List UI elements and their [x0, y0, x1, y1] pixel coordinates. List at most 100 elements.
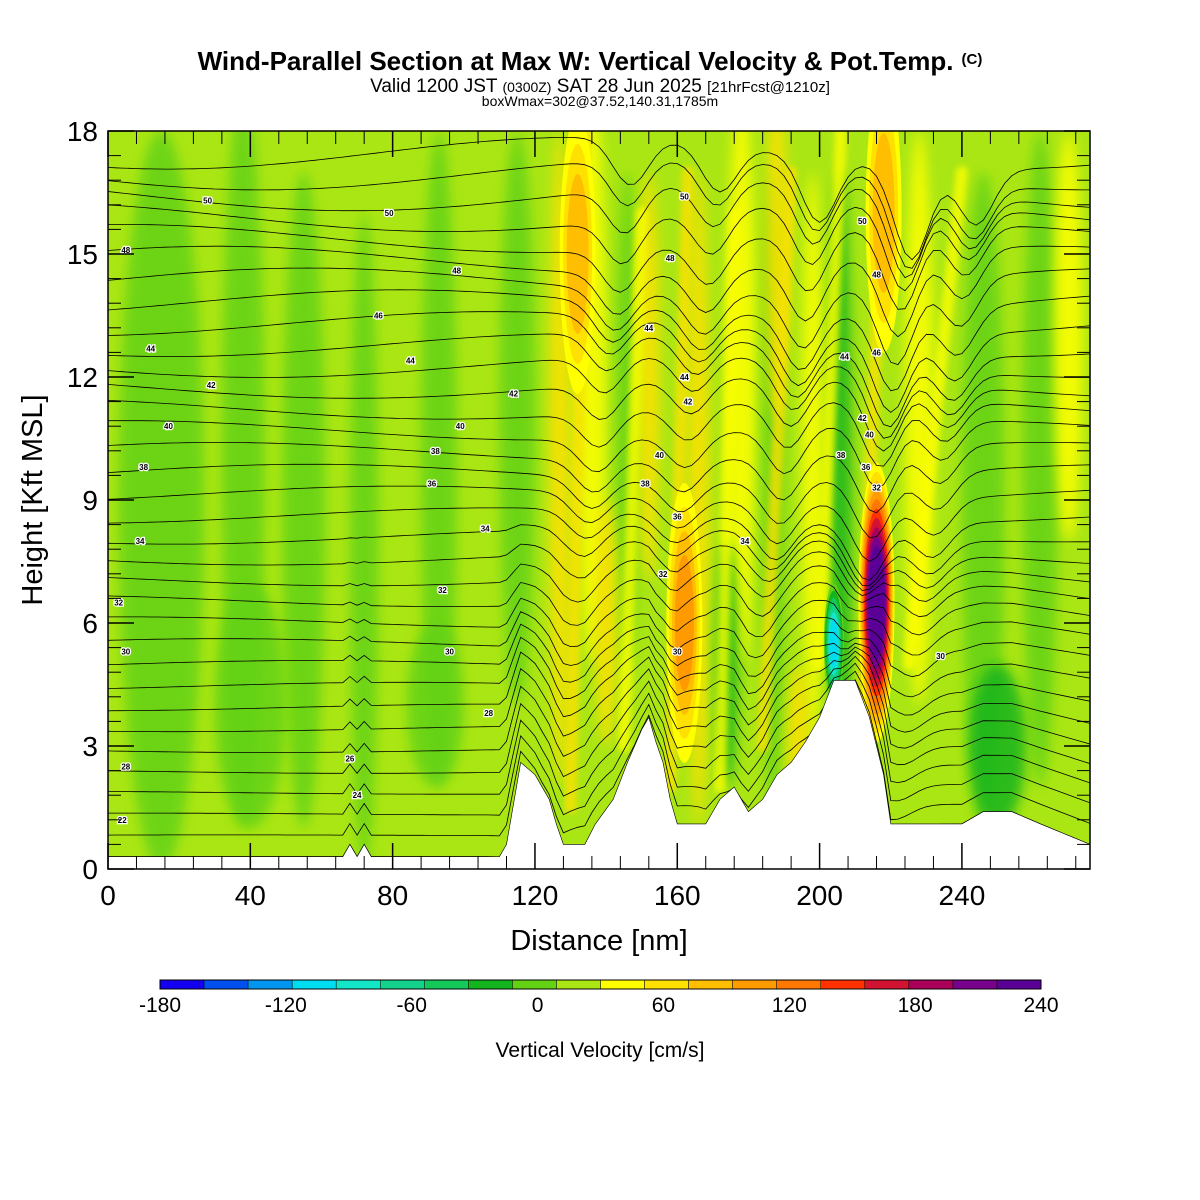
updraft-core — [872, 133, 895, 293]
theta-contour-line — [108, 267, 1090, 366]
theta-label: 44 — [146, 344, 155, 353]
theta-label: 44 — [680, 373, 689, 382]
theta-label: 30 — [121, 648, 130, 657]
theta-contour-line — [108, 646, 1090, 737]
theta-label: 40 — [655, 451, 664, 460]
theta-contours — [108, 137, 1090, 858]
theta-label: 48 — [452, 266, 461, 275]
theta-label: 32 — [872, 484, 881, 493]
theta-label: 38 — [139, 463, 148, 472]
theta-label: 30 — [445, 648, 454, 657]
theta-label: 50 — [385, 209, 394, 218]
colorbar-frame — [159, 979, 1042, 990]
chart-title: Wind-Parallel Section at Max W: Vertical… — [198, 46, 983, 76]
theta-contour-line — [108, 485, 1090, 562]
theta-contour-line — [108, 311, 1090, 413]
x-tick-label: 0 — [100, 880, 116, 911]
plot-area: 2830323438404244485026242228303234363840… — [67, 116, 1091, 911]
colorbar-swatch — [335, 979, 381, 990]
colorbar-swatch — [820, 979, 866, 990]
theta-label: 40 — [164, 422, 173, 431]
colorbar-swatch — [600, 979, 645, 990]
theta-label: 28 — [484, 709, 493, 718]
theta-contour-line — [108, 333, 1090, 428]
x-tick-label: 240 — [939, 880, 986, 911]
theta-label: 44 — [840, 353, 849, 362]
colorbar-tick-label: 60 — [652, 994, 675, 1017]
terrain-mask — [108, 680, 1090, 869]
theta-contour-line — [108, 378, 1090, 452]
theta-label: 50 — [680, 193, 689, 202]
colorbar-swatch — [556, 979, 601, 990]
colorbar-tick-label: 0 — [532, 994, 544, 1017]
y-axis-label: Height [Kft MSL] — [17, 394, 49, 605]
theta-contour-line — [108, 679, 1090, 837]
velocity-patch — [421, 131, 457, 787]
colorbar-swatch — [380, 979, 425, 990]
y-tick-label: 15 — [67, 239, 98, 270]
velocity-patch — [1022, 131, 1058, 787]
theta-contour-line — [108, 507, 1090, 581]
colorbar-swatch — [644, 979, 689, 990]
velocity-patch — [118, 131, 205, 869]
theta-contour-line — [108, 420, 1090, 489]
y-tick-label: 18 — [67, 116, 98, 147]
theta-contour-line — [108, 662, 1090, 797]
colorbar-tick-label: -60 — [397, 994, 427, 1017]
theta-label: 42 — [683, 398, 692, 407]
velocity-patch — [406, 623, 464, 787]
theta-label: 34 — [740, 537, 749, 546]
theta-contour-line — [108, 551, 1090, 603]
x-tick-label: 200 — [796, 880, 843, 911]
theta-contour-line — [108, 400, 1090, 467]
theta-label: 40 — [456, 422, 465, 431]
theta-label: 28 — [121, 763, 130, 772]
theta-contour-line — [108, 182, 1090, 279]
theta-label: 32 — [659, 570, 668, 579]
velocity-patch — [214, 582, 286, 828]
velocity-patch — [969, 664, 1026, 828]
theta-label: 38 — [431, 447, 440, 456]
y-tick-label: 6 — [82, 608, 98, 639]
updraft-band — [902, 166, 968, 670]
terrain — [108, 680, 1090, 869]
theta-contour-line — [108, 357, 1090, 439]
theta-label: 50 — [203, 197, 212, 206]
colorbar-swatch — [468, 979, 513, 990]
theta-label: 30 — [936, 652, 945, 661]
colorbar-swatch — [512, 979, 557, 990]
theta-label: 36 — [673, 512, 682, 521]
theta-label: 32 — [114, 599, 123, 608]
colorbar-tick-label: 120 — [772, 994, 807, 1017]
theta-contour-line — [108, 463, 1090, 538]
colorbar-swatch — [864, 979, 910, 990]
valid-time: Valid 1200 JST (0300Z) SAT 28 Jun 2025 [… — [370, 76, 830, 97]
colorbar-tick-label: -180 — [139, 994, 181, 1017]
theta-contour-line — [108, 655, 1090, 778]
theta-label: 42 — [858, 414, 867, 423]
colorbar-swatch — [776, 979, 822, 990]
theta-contour-line — [108, 204, 1090, 292]
theta-contour-line — [108, 162, 1090, 269]
theta-contour-line — [108, 616, 1090, 683]
colorbar-swatch — [908, 979, 954, 990]
y-tick-label: 12 — [67, 362, 98, 393]
theta-contour-labels: 28 30 32 34 38 40 42 44 48 50 26 24 22 28 30 32 34 36 38 40… — [113, 191, 947, 826]
colorbar-swatch — [159, 979, 205, 990]
colorbar-tick-label: 180 — [898, 994, 933, 1017]
theta-label: 36 — [427, 480, 436, 489]
theta-label: 44 — [644, 324, 653, 333]
theta-label: 22 — [118, 816, 127, 825]
x-tick-label: 160 — [654, 880, 701, 911]
updraft-core — [870, 564, 883, 641]
velocity-field — [118, 131, 1083, 869]
theta-label: 38 — [641, 480, 650, 489]
velocity-patch — [961, 172, 1005, 828]
theta-contour-line — [108, 631, 1090, 700]
theta-contour-line — [108, 582, 1090, 648]
theta-label: 26 — [345, 754, 354, 763]
theta-label: 34 — [481, 525, 490, 534]
theta-contour-line — [108, 565, 1090, 626]
